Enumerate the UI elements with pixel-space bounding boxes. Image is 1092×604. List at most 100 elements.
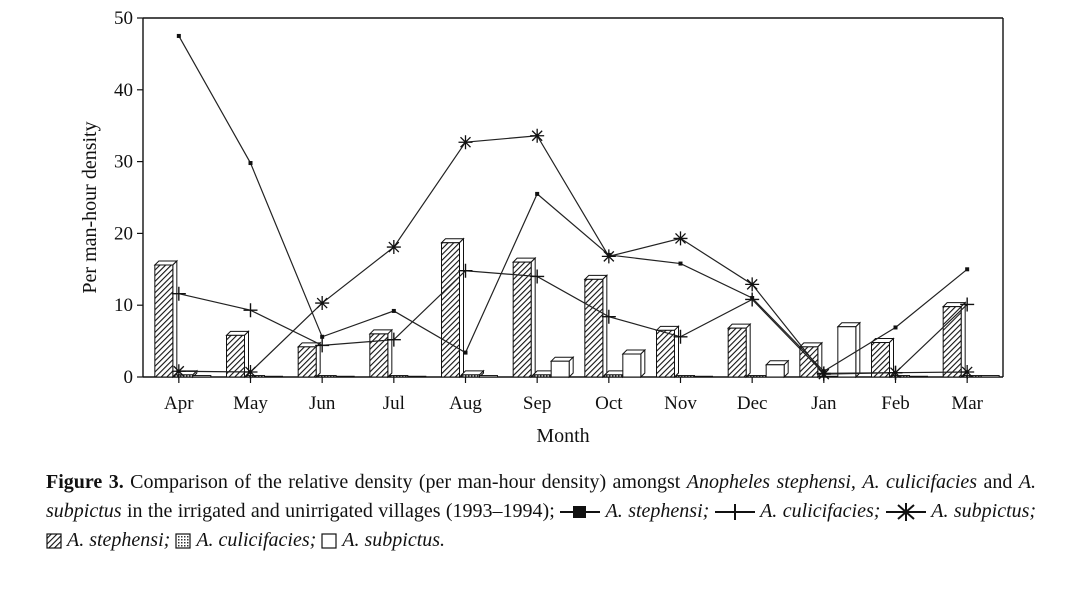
caption-species-3: A. subpictus — [46, 471, 1037, 522]
bar-side-face — [960, 301, 966, 379]
point-asterisk — [530, 128, 545, 143]
x-tick-label: Jan — [811, 393, 837, 414]
bar-open — [479, 375, 498, 378]
bar-front-face — [369, 333, 389, 378]
point-asterisk — [673, 231, 688, 246]
caption-legend-5: A. culicifacies; — [196, 529, 317, 551]
point-asterisk — [243, 364, 258, 379]
bar-dotted — [317, 375, 337, 378]
bar-open — [621, 348, 647, 379]
bar-front-face — [747, 375, 767, 378]
point-square — [248, 161, 253, 166]
point-asterisk — [315, 296, 330, 311]
y-tick-label: 50 — [114, 8, 133, 29]
point-asterisk — [888, 365, 903, 380]
bar-open — [264, 375, 283, 378]
bar-front-face — [441, 242, 460, 378]
point-plus — [745, 292, 760, 307]
bar-front-face — [727, 327, 747, 378]
series-line-square — [178, 35, 968, 373]
bar-front-face — [550, 360, 570, 378]
bar-side-face — [889, 337, 894, 379]
y-axis-title: Per man-hour density — [79, 121, 101, 293]
point-asterisk — [171, 364, 186, 379]
point-square — [391, 308, 396, 313]
y-tick-label: 20 — [114, 223, 133, 244]
figure-caption: Figure 3. Comparison of the relative den… — [46, 468, 1036, 555]
bar-side-face — [568, 355, 574, 379]
point-asterisk — [960, 364, 975, 379]
bar-side-face — [640, 348, 646, 379]
point-square — [463, 350, 468, 355]
x-tick-label: Sep — [523, 393, 552, 414]
x-tick-label: Dec — [737, 393, 768, 414]
point-square — [678, 261, 683, 266]
bar-front-face — [604, 374, 624, 378]
bar-front-face — [584, 278, 604, 378]
caption-legend-2: A. culicifacies; — [760, 500, 881, 522]
bar-open — [764, 359, 790, 379]
plot-area: 0 10 20 30 40 50 Apr May Jun Jul Aug Sep Oct Nov Dec Ja… — [79, 8, 1004, 447]
bar-open — [335, 375, 355, 378]
bar-front-face — [407, 375, 427, 378]
point-plus — [530, 269, 545, 284]
bar-front-face — [226, 334, 245, 378]
bar-diagonal-hatch — [583, 274, 609, 379]
caption-species-2: A. culicifacies — [862, 471, 978, 493]
bar-front-face — [532, 374, 552, 378]
point-plus — [315, 338, 330, 353]
x-tick-label: Feb — [881, 393, 910, 414]
bar-open — [836, 321, 862, 379]
bar-diagonal-hatch — [440, 237, 465, 379]
point-square — [535, 191, 540, 196]
caption-text-2: and — [983, 471, 1013, 493]
legend-open-box-icon — [321, 533, 337, 550]
bar-front-face — [676, 375, 695, 378]
bar-front-face — [297, 346, 317, 378]
bar-front-face — [389, 375, 409, 378]
bar-front-face — [192, 375, 212, 378]
point-square — [893, 325, 898, 330]
bar-open — [694, 375, 713, 378]
x-tick-label: Jul — [383, 393, 405, 414]
point-asterisk — [745, 277, 760, 292]
bar-front-face — [154, 264, 174, 378]
y-tick-label: 0 — [124, 367, 134, 388]
bar-open — [909, 375, 928, 378]
bar-dotted — [747, 375, 767, 378]
bar-front-face — [264, 375, 283, 378]
point-square — [176, 33, 181, 38]
bar-front-face — [656, 329, 675, 378]
caption-legend-6: A. subpictus. — [342, 529, 446, 551]
bar-front-face — [909, 375, 928, 378]
chart: 0 10 20 30 40 50 Apr May Jun Jul Aug Sep Oct Nov Dec Ja… — [79, 8, 1004, 447]
bar-side-face — [315, 341, 321, 379]
point-asterisk — [386, 240, 401, 255]
x-tick-label: Aug — [449, 393, 482, 414]
x-tick-label: Nov — [664, 393, 697, 414]
bar-dotted — [819, 375, 839, 378]
legend-line-plus-icon — [714, 504, 755, 521]
x-tick-label: Apr — [164, 393, 194, 414]
x-axis-title: Month — [536, 425, 589, 447]
bar-diagonal-hatch — [726, 322, 752, 379]
point-plus — [386, 332, 401, 347]
x-tick-label: Oct — [595, 393, 623, 414]
bar-front-face — [980, 375, 1000, 378]
bar-diagonal-hatch — [941, 301, 967, 379]
bar-open — [549, 355, 575, 379]
legend-line-asterisk-icon — [885, 503, 926, 522]
caption-legend-1: A. stephensi; — [605, 500, 710, 522]
caption-legend-3: A. subpictus; — [931, 500, 1037, 522]
bar-front-face — [837, 326, 857, 378]
caption-text-3: in the irrigated and unirrigated village… — [126, 500, 555, 522]
point-asterisk — [458, 135, 473, 150]
caption-label: Figure 3. — [46, 471, 124, 493]
point-plus — [960, 297, 975, 312]
bar-side-face — [602, 274, 608, 379]
y-tick-label: 10 — [114, 295, 133, 316]
bar-open — [192, 375, 212, 378]
bar-front-face — [765, 364, 785, 378]
bar-front-face — [479, 375, 498, 378]
caption-species-1: Anopheles stephensi, — [686, 471, 856, 493]
